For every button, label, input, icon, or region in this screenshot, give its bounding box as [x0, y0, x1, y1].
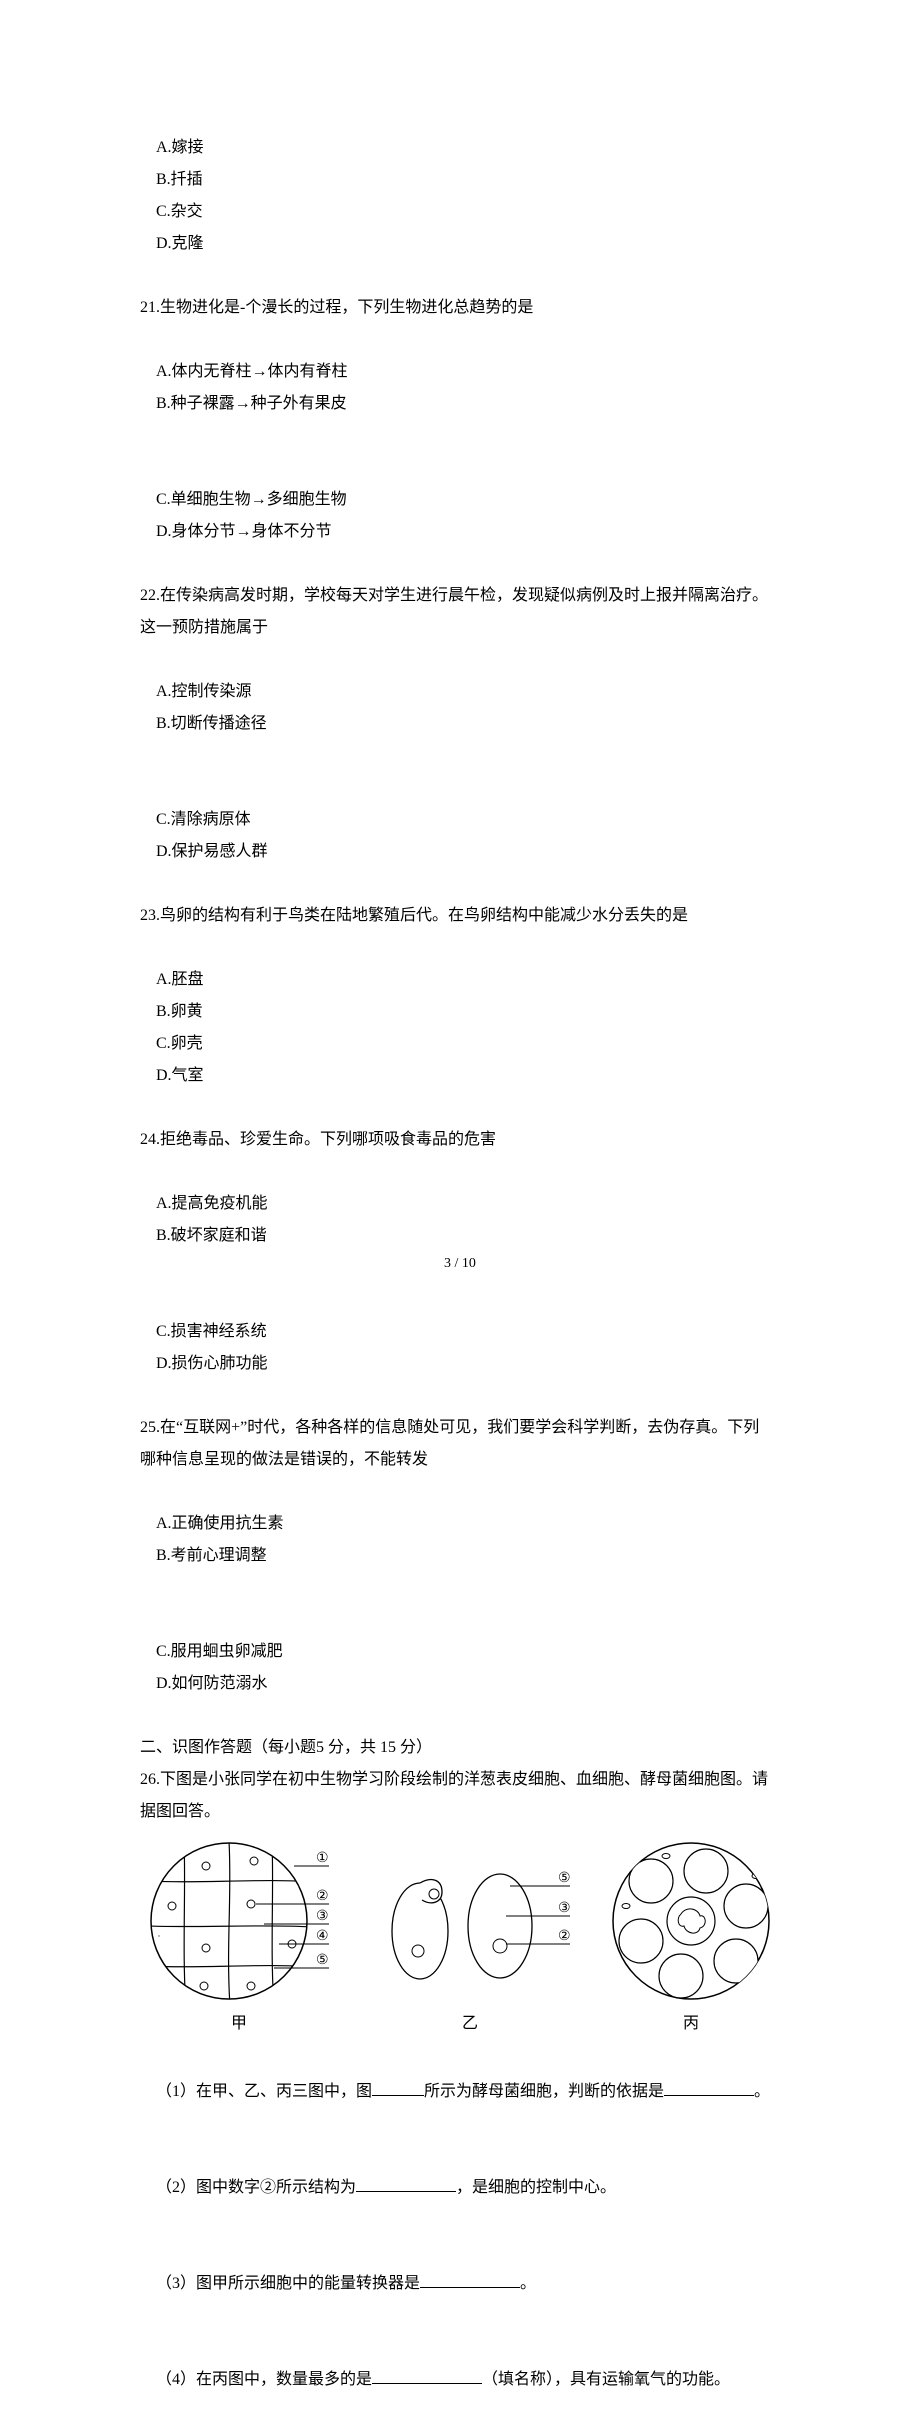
q20-opt-c: C.杂交	[156, 196, 286, 228]
q26-sub1: （1）在甲、乙、丙三图中，图 所示为酵母菌细胞，判断的依据是 。	[140, 2044, 780, 2140]
q20-opt-d: D.克隆	[156, 228, 204, 260]
q26-sub3a: （3）图甲所示细胞中的能量转换器是	[156, 2275, 420, 2292]
callout-1: ①	[316, 1851, 329, 1866]
figure-bing-label: 丙	[683, 2008, 699, 2040]
blank-5[interactable]	[372, 2367, 482, 2384]
q21-stem: 21.生物进化是-个漫长的过程，下列生物进化总趋势的是	[140, 292, 780, 324]
callout-4: ④	[316, 1929, 329, 1944]
q22-row1: A.控制传染源 B.切断传播途径	[140, 644, 780, 772]
q23-opt-c: C.卵壳	[156, 1028, 266, 1060]
callout-3: ③	[316, 1909, 329, 1924]
q21-opt-c: C.单细胞生物→多细胞生物	[156, 484, 416, 516]
blank-1[interactable]	[372, 2079, 424, 2096]
q26-sub2: （2）图中数字②所示结构为 ，是细胞的控制中心。	[140, 2140, 780, 2236]
figure-yi-label: 乙	[462, 2008, 478, 2040]
q23-opt-a: A.胚盘	[156, 964, 266, 996]
q26-sub2b: ，是细胞的控制中心。	[456, 2179, 616, 2196]
q25-opt-b: B.考前心理调整	[156, 1540, 267, 1572]
q20-opt-a: A.嫁接	[156, 132, 266, 164]
q22-row2: C.清除病原体 D.保护易感人群	[140, 772, 780, 900]
callout-2: ②	[316, 1889, 329, 1904]
blank-2[interactable]	[664, 2079, 754, 2096]
q23-options: A.胚盘 B.卵黄 C.卵壳 D.气室	[140, 932, 780, 1124]
q26-sub3: （3）图甲所示细胞中的能量转换器是 。	[140, 2236, 780, 2332]
exam-page: A.嫁接 B.扦插 C.杂交 D.克隆 21.生物进化是-个漫长的过程，下列生物…	[0, 0, 920, 1302]
q25-row1: A.正确使用抗生素 B.考前心理调整	[140, 1476, 780, 1604]
q24-opt-d: D.损伤心肺功能	[156, 1348, 268, 1380]
q22-opt-d: D.保护易感人群	[156, 836, 268, 868]
q24-opt-c: C.损害神经系统	[156, 1316, 336, 1348]
q26-sub1c: 。	[754, 2083, 770, 2100]
q24-opt-b: B.破坏家庭和谐	[156, 1220, 267, 1252]
q22-opt-b: B.切断传播途径	[156, 708, 267, 740]
figure-jia: ① ② ③ ④ ⑤ 甲	[144, 1836, 334, 2040]
q21-row2: C.单细胞生物→多细胞生物 D.身体分节→身体不分节	[140, 452, 780, 580]
q25-stem2: 哪种信息呈现的做法是错误的，不能转发	[140, 1444, 780, 1476]
q22-stem1: 22.在传染病高发时期，学校每天对学生进行晨午检，发现疑似病例及时上报并隔离治疗…	[140, 580, 780, 612]
callout-r1: ⑤	[558, 1871, 571, 1886]
q26-sub2a: （2）图中数字②所示结构为	[156, 2179, 356, 2196]
q24-stem: 24.拒绝毒品、珍爱生命。下列哪项吸食毒品的危害	[140, 1124, 780, 1156]
q25-opt-c: C.服用蛔虫卵减肥	[156, 1636, 356, 1668]
q26-sub3b: 。	[520, 2275, 536, 2292]
q26-sub4: （4）在丙图中，数量最多的是 （填名称），具有运输氧气的功能。	[140, 2332, 780, 2428]
q21-opt-b: B.种子裸露→种子外有果皮	[156, 388, 347, 420]
q25-row2: C.服用蛔虫卵减肥 D.如何防范溺水	[140, 1604, 780, 1732]
q21-opt-a: A.体内无脊柱→体内有脊柱	[156, 356, 416, 388]
q24-row2: C.损害神经系统 D.损伤心肺功能	[140, 1284, 780, 1412]
q23-opt-d: D.气室	[156, 1060, 204, 1092]
q26-sub1b: 所示为酵母菌细胞，判断的依据是	[424, 2083, 664, 2100]
q25-opt-d: D.如何防范溺水	[156, 1668, 268, 1700]
q20-options: A.嫁接 B.扦插 C.杂交 D.克隆	[140, 100, 780, 292]
figure-jia-label: 甲	[231, 2008, 247, 2040]
figure-bing: 丙	[606, 1836, 776, 2040]
q22-stem2: 这一预防措施属于	[140, 612, 780, 644]
callout-r3: ②	[558, 1929, 571, 1944]
q26-sub1a: （1）在甲、乙、丙三图中，图	[156, 2083, 372, 2100]
q22-opt-a: A.控制传染源	[156, 676, 316, 708]
q26-sub4a: （4）在丙图中，数量最多的是	[156, 2371, 372, 2388]
q24-opt-a: A.提高免疫机能	[156, 1188, 336, 1220]
q21-opt-d: D.身体分节→身体不分节	[156, 516, 332, 548]
q23-opt-b: B.卵黄	[156, 996, 266, 1028]
q25-opt-a: A.正确使用抗生素	[156, 1508, 356, 1540]
q23-stem: 23.鸟卵的结构有利于鸟类在陆地繁殖后代。在鸟卵结构中能减少水分丢失的是	[140, 900, 780, 932]
q26-stem2: 据图回答。	[140, 1796, 780, 1828]
blank-4[interactable]	[420, 2271, 520, 2288]
blank-3[interactable]	[356, 2175, 456, 2192]
q20-opt-b: B.扦插	[156, 164, 266, 196]
q26-stem1: 26.下图是小张同学在初中生物学习阶段绘制的洋葱表皮细胞、血细胞、酵母菌细胞图。…	[140, 1764, 780, 1796]
callout-5: ⑤	[316, 1953, 329, 1968]
figure-yi: ⑤ ③ ② 乙	[360, 1836, 580, 2040]
q21-row1: A.体内无脊柱→体内有脊柱 B.种子裸露→种子外有果皮	[140, 324, 780, 452]
page-number: 3 / 10	[0, 1250, 920, 1278]
q26-figure: ① ② ③ ④ ⑤ 甲	[140, 1836, 780, 2040]
q22-opt-c: C.清除病原体	[156, 804, 316, 836]
q26-sub4b: （填名称），具有运输氧气的功能。	[482, 2371, 730, 2388]
q25-stem1: 25.在“互联网+”时代，各种各样的信息随处可见，我们要学会科学判断，去伪存真。…	[140, 1412, 780, 1444]
section2-heading: 二、识图作答题（每小题5 分，共 15 分）	[140, 1732, 780, 1764]
callout-r2: ③	[558, 1901, 571, 1916]
